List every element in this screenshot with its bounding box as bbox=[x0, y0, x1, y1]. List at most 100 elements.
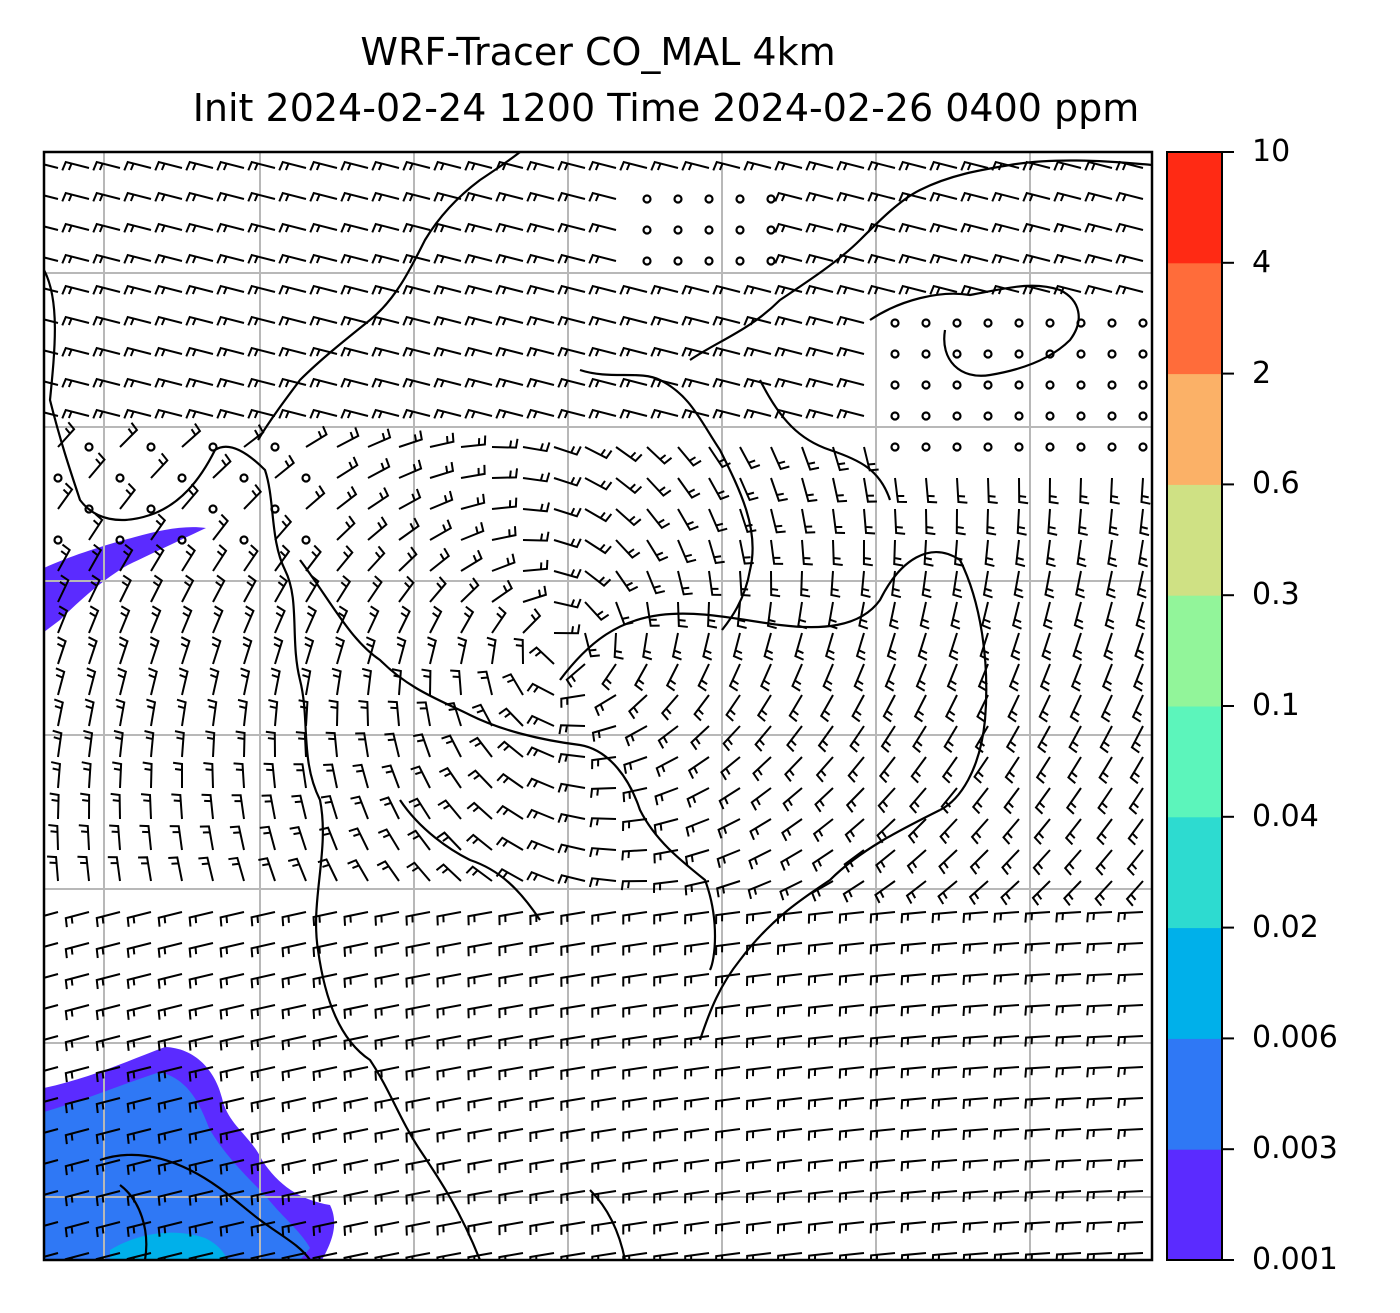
wind-barb bbox=[776, 1004, 803, 1017]
wind-barb bbox=[185, 160, 214, 171]
wind-barb bbox=[233, 762, 245, 789]
wind-barb bbox=[281, 911, 307, 927]
wind-barb bbox=[48, 823, 59, 851]
wind-barb bbox=[774, 253, 803, 264]
wind-barb bbox=[1072, 632, 1083, 661]
wind-barb bbox=[684, 849, 710, 866]
wind-barb bbox=[61, 346, 90, 357]
wind-barb bbox=[123, 315, 152, 326]
wind-barb bbox=[746, 1066, 772, 1079]
wind-barb bbox=[1095, 849, 1113, 876]
wind-barb bbox=[584, 632, 600, 658]
wind-barb bbox=[838, 911, 865, 924]
wind-barb bbox=[44, 1221, 59, 1227]
calm-wind-circle bbox=[1107, 411, 1117, 421]
wind-barb bbox=[1008, 663, 1020, 692]
wind-barb bbox=[441, 734, 462, 758]
wind-barbs bbox=[44, 160, 1151, 1260]
wind-barb bbox=[838, 1190, 865, 1203]
wind-barb bbox=[650, 160, 679, 171]
wind-barb bbox=[340, 253, 369, 264]
wind-barb bbox=[776, 942, 803, 955]
wind-barb bbox=[684, 911, 710, 925]
wind-barb bbox=[312, 1035, 338, 1051]
wind-barb bbox=[993, 1066, 1020, 1078]
wind-barb bbox=[522, 502, 550, 513]
wind-barb bbox=[684, 1066, 710, 1080]
wind-barb bbox=[347, 859, 369, 882]
wind-barb bbox=[791, 663, 803, 692]
wind-barb bbox=[243, 484, 263, 510]
wind-barb bbox=[188, 1159, 214, 1175]
calm-wind-circle bbox=[1045, 442, 1055, 452]
wind-barb bbox=[402, 377, 431, 388]
wind-barb bbox=[1086, 942, 1113, 954]
wind-barb bbox=[807, 942, 834, 955]
wind-barb bbox=[278, 222, 307, 233]
wind-barb bbox=[653, 1128, 679, 1142]
wind-barb bbox=[786, 725, 803, 753]
wind-barb bbox=[402, 160, 431, 171]
wind-barb bbox=[371, 222, 400, 233]
wind-barb bbox=[243, 544, 259, 572]
wind-barb bbox=[844, 818, 865, 843]
wind-barb bbox=[352, 763, 369, 789]
wind-barb bbox=[743, 315, 772, 326]
wind-barb bbox=[522, 608, 542, 634]
wind-barb bbox=[126, 1221, 152, 1237]
wind-barb bbox=[882, 694, 896, 723]
wind-barb bbox=[900, 1252, 927, 1260]
calm-wind-circle bbox=[1076, 380, 1086, 390]
tracer-plume-northwest bbox=[44, 527, 206, 632]
wind-barb bbox=[693, 694, 710, 722]
calm-wind-circle bbox=[952, 349, 962, 359]
wind-barb bbox=[677, 570, 693, 596]
wind-barb bbox=[526, 346, 555, 357]
wind-barb bbox=[977, 663, 989, 692]
wind-barb bbox=[591, 1035, 617, 1049]
wind-barb bbox=[305, 605, 317, 634]
wind-barb bbox=[681, 315, 710, 326]
calm-wind-circle bbox=[983, 318, 993, 328]
wind-barb bbox=[1115, 222, 1144, 233]
colorbar bbox=[1167, 151, 1234, 1261]
wind-barb bbox=[119, 422, 139, 448]
wind-barb bbox=[594, 694, 617, 717]
colorbar-tick-label: 0.04 bbox=[1252, 798, 1319, 834]
wind-barb bbox=[1055, 911, 1082, 923]
wind-barb bbox=[557, 160, 586, 171]
wind-barb bbox=[460, 549, 483, 572]
wind-barb bbox=[991, 284, 1020, 295]
wind-barb bbox=[529, 942, 555, 956]
wind-barb bbox=[379, 796, 400, 820]
wind-barb bbox=[615, 477, 643, 495]
wind-barb bbox=[557, 315, 586, 326]
wind-barb bbox=[677, 539, 697, 564]
wind-barb bbox=[776, 1159, 803, 1172]
wind-barb bbox=[1069, 694, 1082, 723]
wind-barb bbox=[464, 408, 493, 419]
wind-barb bbox=[851, 694, 865, 723]
wind-barb bbox=[265, 730, 276, 758]
wind-barb bbox=[47, 855, 59, 882]
wind-barb bbox=[526, 682, 555, 696]
wind-barb bbox=[188, 911, 214, 927]
wind-barb bbox=[1018, 477, 1029, 505]
wind-barb bbox=[960, 284, 989, 295]
wind-barb bbox=[855, 632, 866, 661]
wind-barb bbox=[743, 160, 772, 171]
wind-barb bbox=[235, 730, 246, 758]
wind-barb bbox=[44, 318, 59, 324]
wind-barb bbox=[898, 222, 927, 233]
wind-barb bbox=[653, 1190, 679, 1204]
wind-barb bbox=[259, 825, 276, 851]
calm-wind-circle bbox=[115, 535, 125, 545]
wind-barb bbox=[212, 574, 226, 603]
wind-barb bbox=[615, 601, 634, 626]
wind-barb bbox=[588, 377, 617, 388]
wind-barb bbox=[812, 818, 834, 843]
wind-barb bbox=[1024, 1159, 1051, 1171]
wind-barb bbox=[869, 1252, 896, 1260]
wind-barb bbox=[660, 694, 679, 721]
wind-barb bbox=[650, 315, 679, 326]
